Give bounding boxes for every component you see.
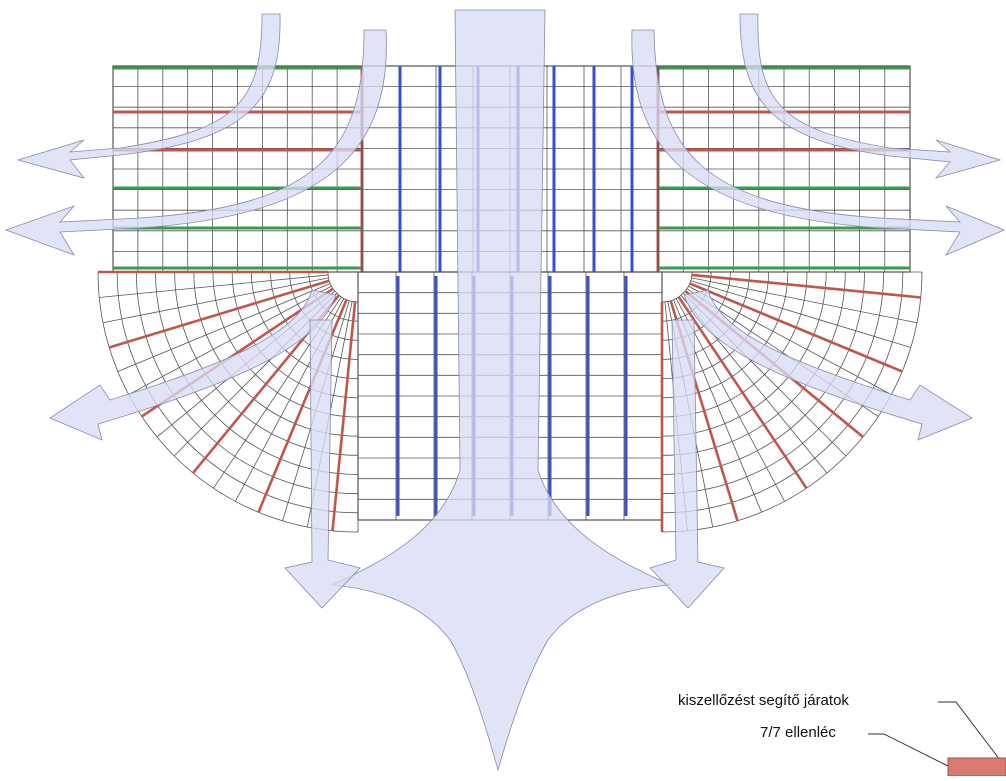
legend-leaders [868, 701, 1006, 777]
legend-vent-channel-swatch [947, 757, 1006, 777]
left-fan-radial-rafter [102, 277, 329, 324]
legend-vent-channels-label: kiszellőzést segítő járatok [678, 692, 849, 709]
right-fan-radial-rafter [689, 282, 903, 373]
left-fan-radial-rafter [108, 279, 330, 349]
airflow-arrow-left-down [284, 319, 361, 609]
airflow-arrow-right-mid [631, 29, 1006, 256]
right-wing-grid [657, 65, 911, 273]
right-fan-radial-rafter [690, 280, 911, 348]
right-fan-radial-rafter [691, 273, 921, 299]
right-fan-radial-rafter [677, 296, 808, 489]
legend-counter-batten-label: 7/7 ellenléc [760, 724, 836, 741]
airflow-arrow-right-upper [739, 13, 1002, 179]
airflow-arrow-right-down [649, 319, 725, 609]
left-fan-radial-rafter [128, 285, 332, 395]
airflow-arrow-right-fan [683, 289, 973, 441]
left-fan-radial-rafter [117, 283, 331, 372]
airflow-arrow-left-mid [4, 29, 387, 256]
legend-leader-counter-batten [868, 733, 953, 769]
right-fan-arc-batten [661, 271, 693, 303]
legend-leader-vent-channels [938, 701, 1001, 761]
airflow-arrow-center-main [330, 9, 672, 772]
right-fan-radial-rafter [691, 277, 918, 324]
left-fan-radial-rafter [99, 274, 329, 298]
left-fan-arc-batten [327, 271, 359, 303]
airflow-arrow-left-upper [16, 13, 281, 179]
airflow-arrow-left-fan [49, 289, 337, 441]
airflow-arrows [4, 9, 1006, 772]
left-fan-radial-rafter [331, 301, 357, 531]
right-fan-radial-rafter [688, 285, 892, 395]
